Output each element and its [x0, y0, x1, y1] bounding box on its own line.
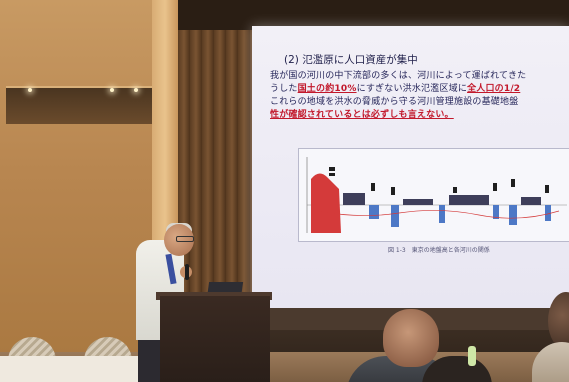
projection-screen: (2) 氾濫原に人口資産が集中 我が国の河川の中下流部の多くは、河川によって運ば… [252, 26, 569, 310]
figure-label-block [545, 185, 549, 193]
ceiling-light [134, 88, 138, 92]
ceiling-shadow [178, 0, 569, 30]
elevation-profile-figure [298, 148, 569, 242]
slide-line-4: 性が確認されているとは必ずしも言えない。 [270, 107, 454, 120]
slide-line-2: うした国土の約10%にすぎない洪水氾濫区域に全人口の1/2 [270, 81, 520, 94]
figure-label-block [391, 187, 395, 195]
slide-line-3: これらの地域を洪水の脅威から守る河川管理施設の基礎地盤 [270, 97, 519, 107]
slide-highlight-population: 全人口の1/2 [467, 84, 521, 94]
figure-label-block [493, 183, 497, 191]
wall-window-strip [6, 86, 152, 124]
ceiling-light [110, 88, 114, 92]
ceiling-light [28, 88, 32, 92]
slide-line-2-before: うした [270, 84, 298, 94]
figure-structure [343, 193, 365, 205]
figure-river-channel [493, 205, 499, 219]
slide-highlight-foundation: 性が確認されているとは必ずしも言えない。 [270, 110, 454, 120]
figure-elevation-curve [318, 210, 560, 219]
figure-structure [521, 197, 541, 205]
figure-label-block [329, 167, 335, 171]
slide-highlight-land: 国土の約10% [297, 84, 357, 94]
water-bottle [468, 346, 476, 366]
figure-river-channel [391, 205, 399, 227]
lectern-icon [160, 296, 270, 382]
figure-structure [403, 199, 433, 205]
figure-river-channel [439, 205, 445, 223]
figure-river-channel [369, 205, 379, 219]
slide-line-2-mid: にすぎない洪水氾濫区域に [356, 84, 468, 94]
audience-head [383, 309, 439, 367]
slide-heading: (2) 氾濫原に人口資産が集中 [284, 54, 418, 66]
microphone-icon [185, 264, 189, 280]
figure-river-channel [545, 205, 551, 221]
speaker-head [164, 224, 194, 256]
figure-label-block [453, 187, 457, 193]
figure-label-block [329, 173, 335, 176]
figure-label-block [511, 179, 515, 187]
figure-structure [449, 195, 489, 205]
audience-head [548, 292, 569, 350]
figure-caption: 図 1-3 東京の地盤高と各河川の関係 [388, 247, 490, 254]
figure-high-ground [311, 173, 341, 233]
slide-line-1: 我が国の河川の中下流部の多くは、河川によって運ばれてきた [270, 71, 527, 81]
figure-label-block [371, 183, 375, 191]
figure-river-channel [509, 205, 517, 225]
speaker-glasses [176, 236, 194, 242]
